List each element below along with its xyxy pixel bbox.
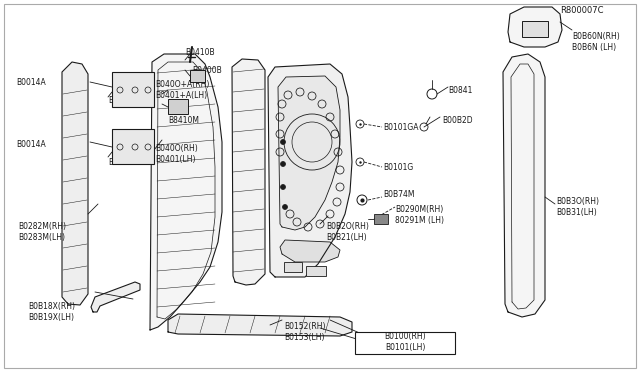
Text: R800007C: R800007C <box>560 6 604 15</box>
Text: B0101G: B0101G <box>383 163 413 171</box>
Bar <box>112 72 154 107</box>
Bar <box>112 129 154 164</box>
Text: B0152(RH)
B0153(LH): B0152(RH) B0153(LH) <box>284 322 326 342</box>
Bar <box>355 332 455 354</box>
Text: B0014A: B0014A <box>16 77 45 87</box>
Text: B0400B: B0400B <box>192 65 221 74</box>
Text: B0B2O(RH)
B0B21(LH): B0B2O(RH) B0B21(LH) <box>326 222 369 242</box>
Bar <box>284 262 302 272</box>
Polygon shape <box>280 240 340 262</box>
Text: B0014B: B0014B <box>108 96 138 105</box>
Circle shape <box>282 205 287 209</box>
Text: B0B18X(RH)
B0B19X(LH): B0B18X(RH) B0B19X(LH) <box>28 302 75 322</box>
Bar <box>374 214 388 224</box>
Text: B8410M: B8410M <box>168 115 199 125</box>
Text: B0290M(RH)
80291M (LH): B0290M(RH) 80291M (LH) <box>395 205 444 225</box>
Text: B0014A: B0014A <box>16 140 45 148</box>
Bar <box>306 266 326 276</box>
Polygon shape <box>62 62 88 305</box>
Text: B0282M(RH)
B0283M(LH): B0282M(RH) B0283M(LH) <box>18 222 66 242</box>
Text: B0014B: B0014B <box>108 157 138 167</box>
Bar <box>190 70 205 82</box>
Polygon shape <box>268 64 352 277</box>
Polygon shape <box>232 59 265 285</box>
Text: B0101GA: B0101GA <box>383 122 419 131</box>
Text: B0B3O(RH)
B0B31(LH): B0B3O(RH) B0B31(LH) <box>556 197 599 217</box>
Text: B0B60N(RH)
B0B6N (LH): B0B60N(RH) B0B6N (LH) <box>572 32 620 52</box>
Circle shape <box>280 185 285 189</box>
Polygon shape <box>91 282 140 312</box>
Circle shape <box>280 140 285 144</box>
Text: B040O+A(RH)
B0401+A(LH): B040O+A(RH) B0401+A(LH) <box>155 80 209 100</box>
Polygon shape <box>150 54 222 330</box>
Bar <box>522 21 548 37</box>
Polygon shape <box>278 76 340 230</box>
Text: B00B2D: B00B2D <box>442 115 472 125</box>
Bar <box>168 99 188 114</box>
Circle shape <box>280 161 285 167</box>
Polygon shape <box>168 314 352 336</box>
Text: B0100(RH)
B0101(LH): B0100(RH) B0101(LH) <box>384 332 426 352</box>
Text: B0410B: B0410B <box>185 48 214 57</box>
Text: B040O(RH)
B0401(LH): B040O(RH) B0401(LH) <box>155 144 198 164</box>
Text: B0B74M: B0B74M <box>383 189 415 199</box>
Text: B0841: B0841 <box>448 86 472 94</box>
Polygon shape <box>508 7 562 47</box>
Polygon shape <box>503 54 545 317</box>
